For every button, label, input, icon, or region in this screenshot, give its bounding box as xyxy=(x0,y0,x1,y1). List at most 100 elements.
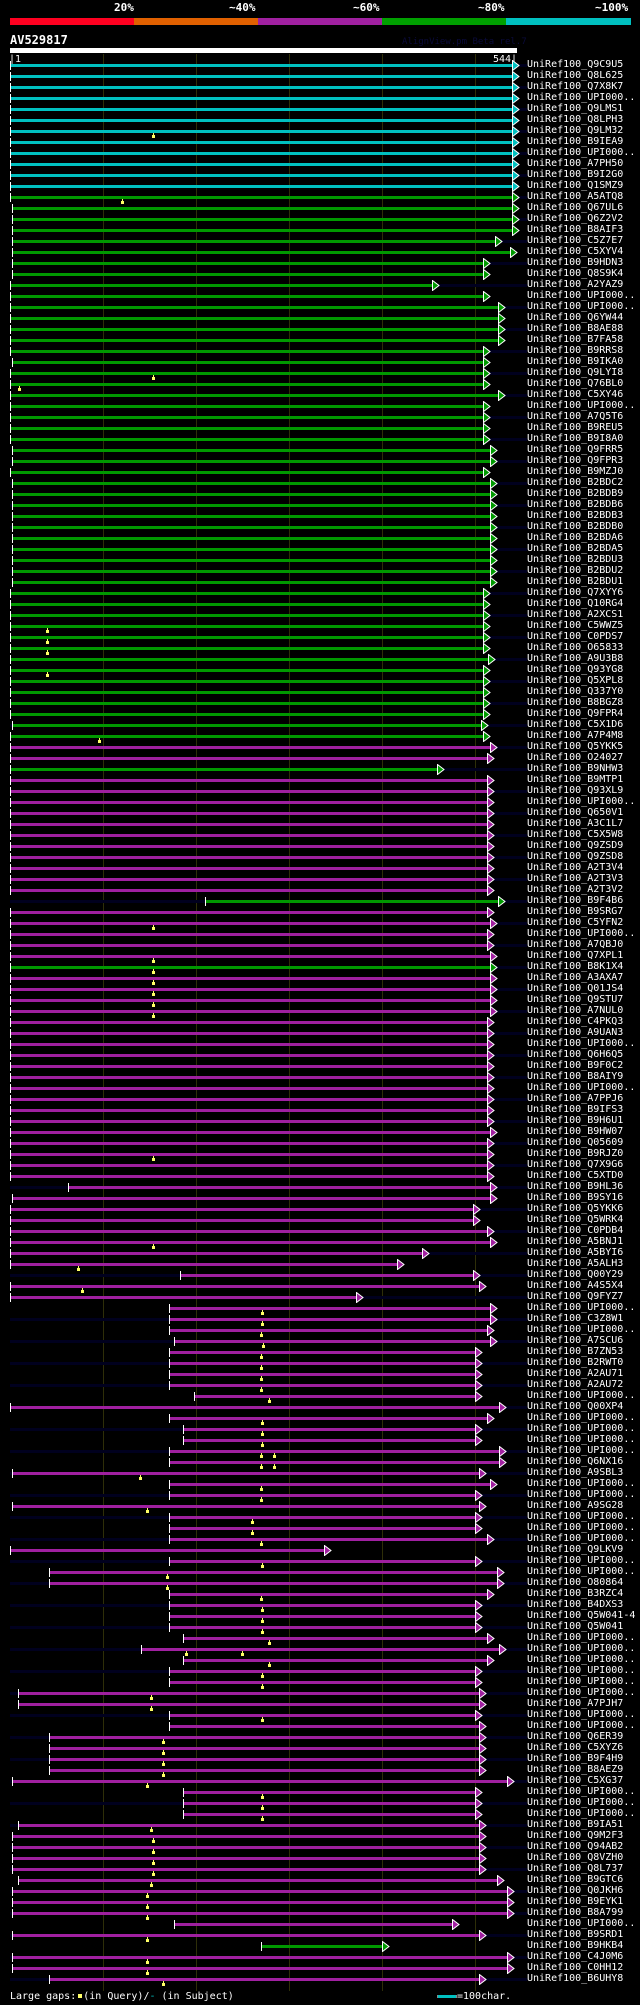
hit-label[interactable]: UniRef100_Q5W041 xyxy=(527,1621,624,1632)
hit-label[interactable]: UniRef100_B9HDN3 xyxy=(527,257,624,268)
hit-label[interactable]: UniRef100_UPI000.. xyxy=(527,1511,636,1522)
hit-label[interactable]: UniRef100_Q9LMS1 xyxy=(527,103,624,114)
hit-label[interactable]: UniRef100_B9I2G0 xyxy=(527,169,624,180)
alignment-bar[interactable] xyxy=(48,1758,479,1761)
hit-label[interactable]: UniRef100_A9SBL3 xyxy=(527,1467,624,1478)
alignment-bar[interactable] xyxy=(10,713,484,716)
alignment-bar[interactable] xyxy=(169,1329,488,1332)
hit-label[interactable]: UniRef100_Q9C9U5 xyxy=(527,59,624,70)
alignment-bar[interactable] xyxy=(10,1065,488,1068)
alignment-bar[interactable] xyxy=(10,1021,488,1024)
hit-label[interactable]: UniRef100_C5WWZ5 xyxy=(527,620,624,631)
hit-label[interactable]: UniRef100_Q6Z2V2 xyxy=(527,213,624,224)
alignment-bar[interactable] xyxy=(68,1186,490,1189)
hit-label[interactable]: UniRef100_UPI000.. xyxy=(527,1676,636,1687)
alignment-bar[interactable] xyxy=(10,86,512,89)
alignment-bar[interactable] xyxy=(10,372,484,375)
hit-label[interactable]: UniRef100_A2AU72 xyxy=(527,1379,624,1390)
hit-label[interactable]: UniRef100_UPI000.. xyxy=(527,1434,636,1445)
hit-label[interactable]: UniRef100_B9RRS8 xyxy=(527,345,624,356)
alignment-bar[interactable] xyxy=(10,1098,488,1101)
alignment-bar[interactable] xyxy=(182,1791,475,1794)
hit-label[interactable]: UniRef100_Q8L625 xyxy=(527,70,624,81)
hit-label[interactable]: UniRef100_C3Z8W1 xyxy=(527,1313,624,1324)
hit-label[interactable]: UniRef100_A9SG28 xyxy=(527,1500,624,1511)
hit-label[interactable]: UniRef100_C0PDB4 xyxy=(527,1225,624,1236)
alignment-bar[interactable] xyxy=(182,1428,475,1431)
alignment-bar[interactable] xyxy=(10,1087,488,1090)
alignment-bar[interactable] xyxy=(48,1978,479,1981)
hit-label[interactable]: UniRef100_B8K1X4 xyxy=(527,961,624,972)
hit-label[interactable]: UniRef100_B9IEA9 xyxy=(527,136,624,147)
alignment-bar[interactable] xyxy=(10,922,490,925)
alignment-bar[interactable] xyxy=(10,1406,500,1409)
hit-label[interactable]: UniRef100_Q5WRK4 xyxy=(527,1214,624,1225)
hit-label[interactable]: UniRef100_B4DXS3 xyxy=(527,1599,624,1610)
alignment-bar[interactable] xyxy=(169,1417,488,1420)
alignment-bar[interactable] xyxy=(10,108,512,111)
hit-label[interactable]: UniRef100_C5XY46 xyxy=(527,389,624,400)
alignment-bar[interactable] xyxy=(10,438,484,441)
hit-label[interactable]: UniRef100_Q6NX16 xyxy=(527,1456,624,1467)
alignment-bar[interactable] xyxy=(10,130,512,133)
hit-label[interactable]: UniRef100_C5XYZ6 xyxy=(527,1742,624,1753)
alignment-bar[interactable] xyxy=(11,1835,479,1838)
alignment-bar[interactable] xyxy=(10,845,488,848)
hit-label[interactable]: UniRef100_Q7XYY6 xyxy=(527,587,624,598)
alignment-bar[interactable] xyxy=(10,141,512,144)
hit-label[interactable]: UniRef100_B9IFS3 xyxy=(527,1104,624,1115)
alignment-bar[interactable] xyxy=(11,240,496,243)
alignment-bar[interactable] xyxy=(10,658,488,661)
alignment-bar[interactable] xyxy=(11,361,484,364)
hit-label[interactable]: UniRef100_A2XCS1 xyxy=(527,609,624,620)
hit-label[interactable]: UniRef100_UPI000.. xyxy=(527,400,636,411)
hit-label[interactable]: UniRef100_Q7XPL1 xyxy=(527,950,624,961)
alignment-bar[interactable] xyxy=(205,900,499,903)
hit-label[interactable]: UniRef100_B9RJZ0 xyxy=(527,1148,624,1159)
hit-label[interactable]: UniRef100_C5X1D6 xyxy=(527,719,624,730)
hit-label[interactable]: UniRef100_B9IA51 xyxy=(527,1819,624,1830)
hit-label[interactable]: UniRef100_UPI000.. xyxy=(527,1412,636,1423)
alignment-bar[interactable] xyxy=(10,1549,325,1552)
alignment-bar[interactable] xyxy=(10,1109,488,1112)
hit-label[interactable]: UniRef100_Q5W041-4 xyxy=(527,1610,636,1621)
alignment-bar[interactable] xyxy=(169,1373,475,1376)
hit-label[interactable]: UniRef100_B9I8A0 xyxy=(527,433,624,444)
hit-label[interactable]: UniRef100_Q00Y29 xyxy=(527,1269,624,1280)
alignment-bar[interactable] xyxy=(10,1164,488,1167)
alignment-bar[interactable] xyxy=(169,1714,475,1717)
alignment-bar[interactable] xyxy=(261,1945,382,1948)
alignment-bar[interactable] xyxy=(10,801,488,804)
alignment-bar[interactable] xyxy=(10,911,488,914)
alignment-bar[interactable] xyxy=(169,1384,475,1387)
alignment-bar[interactable] xyxy=(10,1208,474,1211)
alignment-bar[interactable] xyxy=(10,196,512,199)
hit-label[interactable]: UniRef100_Q9LM32 xyxy=(527,125,624,136)
hit-label[interactable]: UniRef100_UPI000.. xyxy=(527,1687,636,1698)
hit-label[interactable]: UniRef100_B2BDU3 xyxy=(527,554,624,565)
alignment-bar[interactable] xyxy=(173,1923,452,1926)
hit-label[interactable]: UniRef100_B9F0C2 xyxy=(527,1060,624,1071)
hit-label[interactable]: UniRef100_Q01JS4 xyxy=(527,983,624,994)
hit-label[interactable]: UniRef100_B9HL36 xyxy=(527,1181,624,1192)
hit-label[interactable]: UniRef100_B2BDB3 xyxy=(527,510,624,521)
alignment-bar[interactable] xyxy=(10,779,488,782)
hit-label[interactable]: UniRef100_Q0JKH6 xyxy=(527,1885,624,1896)
alignment-bar[interactable] xyxy=(11,559,490,562)
hit-label[interactable]: UniRef100_O80864 xyxy=(527,1577,624,1588)
alignment-bar[interactable] xyxy=(10,834,488,837)
alignment-bar[interactable] xyxy=(10,163,512,166)
alignment-bar[interactable] xyxy=(10,1010,490,1013)
alignment-bar[interactable] xyxy=(48,1769,479,1772)
hit-label[interactable]: UniRef100_B9IKA0 xyxy=(527,356,624,367)
alignment-bar[interactable] xyxy=(10,1120,488,1123)
hit-label[interactable]: UniRef100_C5YFN2 xyxy=(527,917,624,928)
hit-label[interactable]: UniRef100_C5XTD0 xyxy=(527,1170,624,1181)
hit-label[interactable]: UniRef100_B9HKB4 xyxy=(527,1940,624,1951)
alignment-bar[interactable] xyxy=(48,1736,479,1739)
alignment-bar[interactable] xyxy=(169,1318,490,1321)
hit-label[interactable]: UniRef100_UPI000.. xyxy=(527,1423,636,1434)
alignment-bar[interactable] xyxy=(10,955,490,958)
alignment-bar[interactable] xyxy=(10,867,488,870)
hit-label[interactable]: UniRef100_B2BDB6 xyxy=(527,499,624,510)
